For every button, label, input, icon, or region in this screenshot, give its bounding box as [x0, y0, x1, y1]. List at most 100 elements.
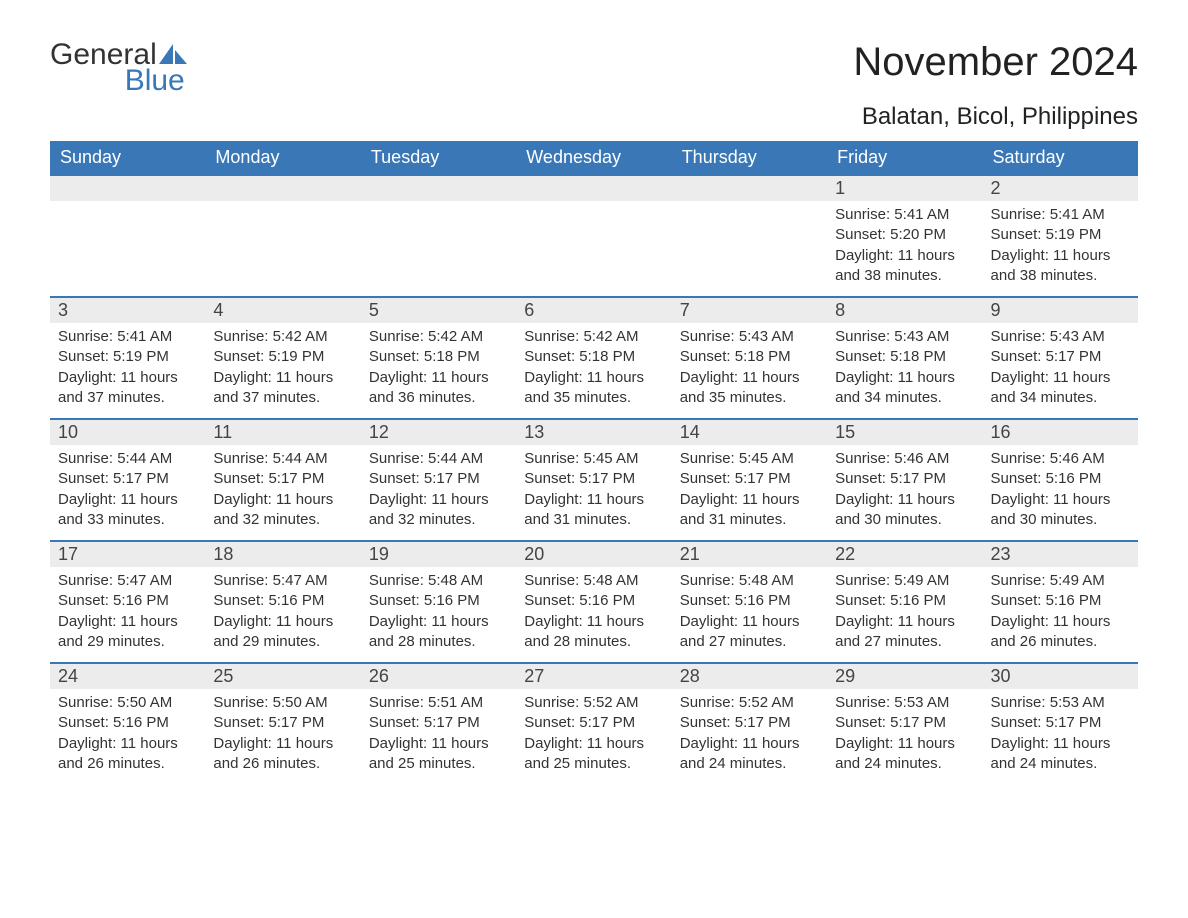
daylight-text: Daylight: 11 hours and 34 minutes. — [991, 368, 1130, 409]
sunset-text: Sunset: 5:19 PM — [58, 347, 197, 367]
calendar-cell: 6Sunrise: 5:42 AMSunset: 5:18 PMDaylight… — [516, 296, 671, 418]
calendar-cell: 20Sunrise: 5:48 AMSunset: 5:16 PMDayligh… — [516, 540, 671, 662]
daylight-text: Daylight: 11 hours and 24 minutes. — [680, 734, 819, 775]
weekday-header: Tuesday — [361, 141, 516, 174]
calendar-cell: 5 Sunrise: 5:42 AMSunset: 5:18 PMDaylight… — [361, 296, 516, 418]
sunset-text: Sunset: 5:16 PM — [991, 591, 1130, 611]
day-number: 14 — [672, 418, 827, 445]
day-number: 13 — [516, 418, 671, 445]
sunrise-text: Sunrise: 5:49 AM — [991, 571, 1130, 591]
sunrise-text: Sunrise: 5:44 AM — [369, 449, 508, 469]
weekday-header: Monday — [205, 141, 360, 174]
calendar-cell: 9Sunrise: 5:43 AMSunset: 5:17 PMDaylight… — [983, 296, 1138, 418]
day-body: Sunrise: 5:52 AMSunset: 5:17 PMDaylight:… — [516, 689, 671, 784]
day-body: Sunrise: 5:41 AMSunset: 5:20 PMDaylight:… — [827, 201, 982, 296]
daylight-text: Daylight: 11 hours and 29 minutes. — [58, 612, 197, 653]
sunrise-text: Sunrise: 5:42 AM — [524, 327, 663, 347]
day-number: 15 — [827, 418, 982, 445]
day-number: 7 — [672, 296, 827, 323]
day-body: Sunrise: 5:42 AMSunset: 5:19 PMDaylight:… — [205, 323, 360, 418]
calendar-cell: 23Sunrise: 5:49 AMSunset: 5:16 PMDayligh… — [983, 540, 1138, 662]
sunrise-text: Sunrise: 5:45 AM — [680, 449, 819, 469]
day-body: Sunrise: 5:50 AMSunset: 5:17 PMDaylight:… — [205, 689, 360, 784]
sunset-text: Sunset: 5:18 PM — [835, 347, 974, 367]
day-number: 1 — [827, 174, 982, 201]
day-number: 5 — [361, 296, 516, 323]
day-body: Sunrise: 5:49 AMSunset: 5:16 PMDaylight:… — [983, 567, 1138, 662]
daylight-text: Daylight: 11 hours and 27 minutes. — [835, 612, 974, 653]
day-number-empty — [50, 174, 205, 201]
sunset-text: Sunset: 5:17 PM — [835, 713, 974, 733]
daylight-text: Daylight: 11 hours and 34 minutes. — [835, 368, 974, 409]
sunset-text: Sunset: 5:17 PM — [213, 469, 352, 489]
day-body: Sunrise: 5:49 AMSunset: 5:16 PMDaylight:… — [827, 567, 982, 662]
sunrise-text: Sunrise: 5:47 AM — [58, 571, 197, 591]
calendar-cell: 7Sunrise: 5:43 AMSunset: 5:18 PMDaylight… — [672, 296, 827, 418]
day-body: Sunrise: 5:44 AMSunset: 5:17 PMDaylight:… — [50, 445, 205, 540]
daylight-text: Daylight: 11 hours and 36 minutes. — [369, 368, 508, 409]
day-number: 23 — [983, 540, 1138, 567]
weekday-header: Thursday — [672, 141, 827, 174]
day-body: Sunrise: 5:44 AMSunset: 5:17 PMDaylight:… — [205, 445, 360, 540]
sunset-text: Sunset: 5:16 PM — [213, 591, 352, 611]
sunset-text: Sunset: 5:17 PM — [58, 469, 197, 489]
day-number: 10 — [50, 418, 205, 445]
day-number: 16 — [983, 418, 1138, 445]
calendar-cell: 29Sunrise: 5:53 AMSunset: 5:17 PMDayligh… — [827, 662, 982, 784]
daylight-text: Daylight: 11 hours and 24 minutes. — [991, 734, 1130, 775]
calendar-cell: 11Sunrise: 5:44 AMSunset: 5:17 PMDayligh… — [205, 418, 360, 540]
daylight-text: Daylight: 11 hours and 32 minutes. — [369, 490, 508, 531]
daylight-text: Daylight: 11 hours and 37 minutes. — [58, 368, 197, 409]
day-body: Sunrise: 5:47 AMSunset: 5:16 PMDaylight:… — [50, 567, 205, 662]
sunrise-text: Sunrise: 5:42 AM — [369, 327, 508, 347]
calendar-week: 24Sunrise: 5:50 AMSunset: 5:16 PMDayligh… — [50, 662, 1138, 784]
sunrise-text: Sunrise: 5:48 AM — [680, 571, 819, 591]
daylight-text: Daylight: 11 hours and 38 minutes. — [991, 246, 1130, 287]
sunrise-text: Sunrise: 5:41 AM — [58, 327, 197, 347]
calendar-cell — [672, 174, 827, 296]
sunset-text: Sunset: 5:16 PM — [991, 469, 1130, 489]
calendar-cell: 10Sunrise: 5:44 AMSunset: 5:17 PMDayligh… — [50, 418, 205, 540]
day-number: 9 — [983, 296, 1138, 323]
sunset-text: Sunset: 5:17 PM — [680, 713, 819, 733]
sunrise-text: Sunrise: 5:50 AM — [213, 693, 352, 713]
daylight-text: Daylight: 11 hours and 28 minutes. — [524, 612, 663, 653]
calendar-cell: 24Sunrise: 5:50 AMSunset: 5:16 PMDayligh… — [50, 662, 205, 784]
logo-sail-icon — [159, 42, 187, 64]
header: General Blue November 2024 Balatan, Bico… — [50, 40, 1138, 131]
daylight-text: Daylight: 11 hours and 26 minutes. — [991, 612, 1130, 653]
calendar-body: 1Sunrise: 5:41 AMSunset: 5:20 PMDaylight… — [50, 174, 1138, 784]
sunset-text: Sunset: 5:17 PM — [680, 469, 819, 489]
day-body: Sunrise: 5:48 AMSunset: 5:16 PMDaylight:… — [516, 567, 671, 662]
daylight-text: Daylight: 11 hours and 27 minutes. — [680, 612, 819, 653]
calendar-cell: 25Sunrise: 5:50 AMSunset: 5:17 PMDayligh… — [205, 662, 360, 784]
sunrise-text: Sunrise: 5:44 AM — [213, 449, 352, 469]
day-body: Sunrise: 5:53 AMSunset: 5:17 PMDaylight:… — [827, 689, 982, 784]
day-number: 3 — [50, 296, 205, 323]
calendar-cell: 16Sunrise: 5:46 AMSunset: 5:16 PMDayligh… — [983, 418, 1138, 540]
day-number: 22 — [827, 540, 982, 567]
day-body: Sunrise: 5:50 AMSunset: 5:16 PMDaylight:… — [50, 689, 205, 784]
daylight-text: Daylight: 11 hours and 26 minutes. — [213, 734, 352, 775]
location: Balatan, Bicol, Philippines — [853, 103, 1138, 131]
sunset-text: Sunset: 5:18 PM — [369, 347, 508, 367]
calendar-week: 10Sunrise: 5:44 AMSunset: 5:17 PMDayligh… — [50, 418, 1138, 540]
calendar-cell: 4Sunrise: 5:42 AMSunset: 5:19 PMDaylight… — [205, 296, 360, 418]
calendar-cell: 26Sunrise: 5:51 AMSunset: 5:17 PMDayligh… — [361, 662, 516, 784]
day-body: Sunrise: 5:53 AMSunset: 5:17 PMDaylight:… — [983, 689, 1138, 784]
day-number: 25 — [205, 662, 360, 689]
sunset-text: Sunset: 5:17 PM — [991, 713, 1130, 733]
day-body: Sunrise: 5:43 AMSunset: 5:17 PMDaylight:… — [983, 323, 1138, 418]
daylight-text: Daylight: 11 hours and 33 minutes. — [58, 490, 197, 531]
sunrise-text: Sunrise: 5:47 AM — [213, 571, 352, 591]
sunrise-text: Sunrise: 5:41 AM — [991, 205, 1130, 225]
daylight-text: Daylight: 11 hours and 31 minutes. — [680, 490, 819, 531]
daylight-text: Daylight: 11 hours and 28 minutes. — [369, 612, 508, 653]
calendar-week: 17Sunrise: 5:47 AMSunset: 5:16 PMDayligh… — [50, 540, 1138, 662]
day-body: Sunrise: 5:46 AMSunset: 5:16 PMDaylight:… — [983, 445, 1138, 540]
weekday-header: Saturday — [983, 141, 1138, 174]
day-number: 4 — [205, 296, 360, 323]
sunset-text: Sunset: 5:17 PM — [524, 713, 663, 733]
day-body: Sunrise: 5:46 AMSunset: 5:17 PMDaylight:… — [827, 445, 982, 540]
sunset-text: Sunset: 5:16 PM — [58, 591, 197, 611]
